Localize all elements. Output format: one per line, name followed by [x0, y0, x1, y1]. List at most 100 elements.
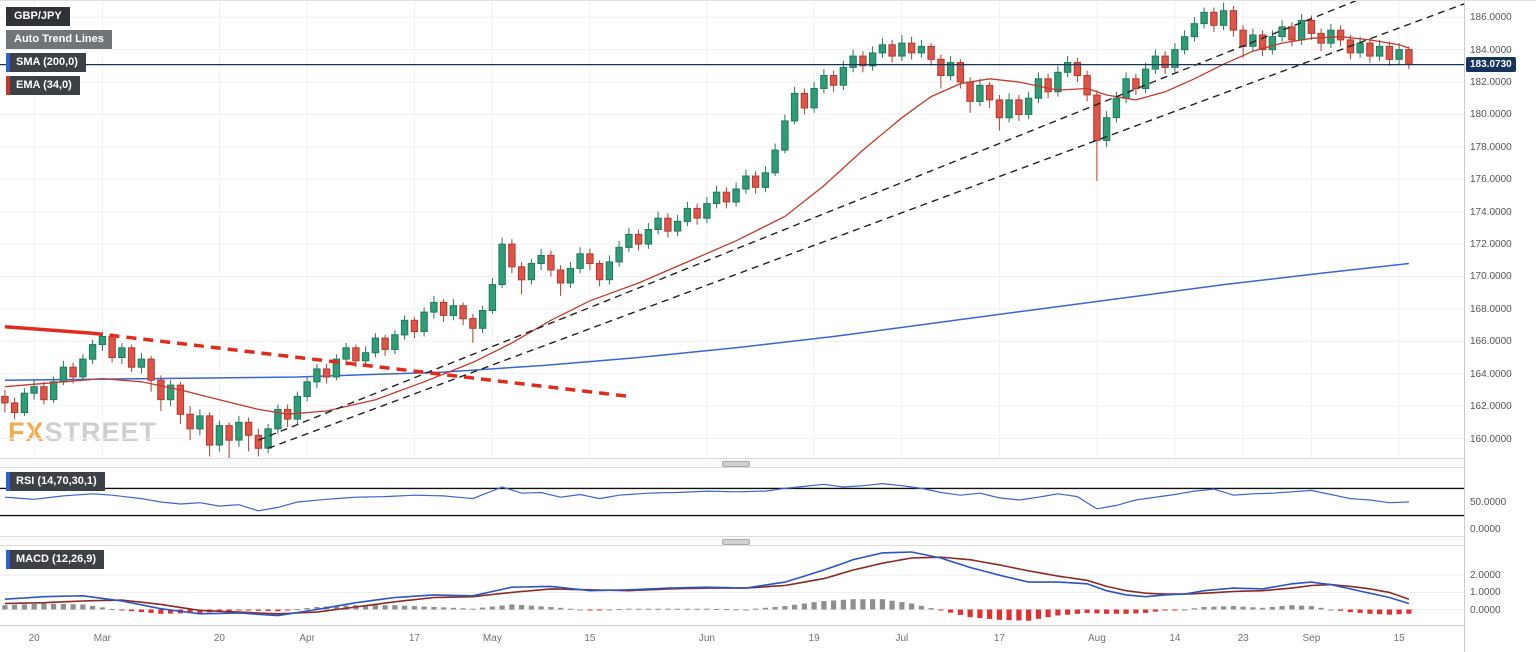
price-tick-label: 160.0000	[1470, 433, 1512, 445]
candle	[1249, 28, 1257, 52]
candle	[1395, 43, 1403, 65]
candle	[420, 307, 428, 337]
price-tick-label: 168.0000	[1470, 303, 1512, 315]
time-tick-label: 15	[584, 633, 596, 644]
candle	[839, 61, 848, 91]
candle	[1180, 30, 1189, 55]
fxstreet-watermark: FXSTREET	[8, 417, 157, 448]
candle	[186, 406, 194, 441]
candle	[1307, 15, 1316, 40]
candle	[586, 248, 594, 270]
candle	[537, 248, 545, 270]
candle	[469, 313, 477, 343]
candle	[946, 56, 955, 81]
candle	[410, 317, 419, 339]
time-tick-label: Aug	[1087, 633, 1106, 644]
rsi-tick-label: 0.0000	[1470, 524, 1501, 535]
candle	[1044, 73, 1052, 99]
candle	[576, 247, 584, 274]
candle	[166, 380, 175, 407]
candle	[459, 302, 467, 326]
candle	[868, 46, 877, 71]
candle	[810, 82, 818, 113]
candle	[478, 305, 487, 334]
candle	[1034, 72, 1043, 104]
last-price-badge: 183.0730	[1466, 56, 1516, 72]
candle	[644, 223, 653, 249]
candle	[313, 364, 321, 389]
candle	[488, 278, 497, 314]
price-chart-canvas[interactable]	[0, 1, 1464, 458]
candle	[391, 330, 399, 355]
grid-lines	[0, 1, 1464, 458]
ema-indicator-badge[interactable]: EMA (34,0)	[6, 76, 80, 95]
time-tick-label: 14	[1169, 633, 1181, 644]
time-tick-label: May	[482, 633, 502, 644]
candle	[1083, 70, 1091, 102]
time-axis[interactable]: 20 Mar 20 Apr 17 May 15 Jun 19 Jul 17 Aug 14 23 Sep 15	[0, 625, 1464, 652]
candle	[118, 342, 126, 364]
macd-indicator-badge[interactable]: MACD (12,26,9)	[6, 550, 105, 569]
rsi-levels	[0, 487, 1464, 517]
candle	[976, 78, 984, 107]
candle	[556, 265, 565, 296]
candle	[995, 95, 1004, 131]
rsi-indicator-badge[interactable]: RSI (14,70,30,1)	[6, 472, 105, 491]
ema-34-line	[4, 36, 1410, 415]
candle	[859, 51, 867, 73]
rsi-tick-label: 50.0000	[1470, 497, 1507, 508]
candle	[322, 364, 331, 384]
sma-indicator-badge[interactable]: SMA (200,0)	[6, 53, 86, 72]
candle	[771, 143, 779, 176]
candle	[1405, 46, 1413, 70]
time-tick-label: 20	[28, 633, 40, 644]
macd-chart-canvas[interactable]	[0, 546, 1464, 625]
candle	[664, 213, 672, 238]
candle	[1015, 95, 1023, 121]
candle	[430, 295, 438, 319]
symbol-badge[interactable]: GBP/JPY	[6, 7, 70, 26]
candle	[254, 428, 263, 457]
candle	[1210, 7, 1218, 32]
price-axis[interactable]: 183.0730 186.0000 184.0000 182.0000 180.000…	[1464, 1, 1536, 652]
candle	[215, 420, 224, 452]
candle	[790, 86, 799, 125]
rsi-chart-canvas[interactable]	[0, 468, 1464, 536]
candle	[449, 299, 458, 321]
auto-trend-lines[interactable]	[4, 1, 1464, 449]
candle	[1239, 25, 1247, 58]
price-tick-label: 162.0000	[1470, 401, 1512, 413]
candle	[1327, 23, 1335, 48]
candle	[147, 355, 155, 392]
macd-tick-label: 1.0000	[1470, 587, 1501, 599]
candle	[1063, 56, 1072, 78]
time-tick-label: Jun	[698, 633, 715, 644]
candle	[10, 398, 19, 420]
price-tick-label: 180.0000	[1470, 109, 1512, 121]
auto-trend-lines-badge[interactable]: Auto Trend Lines	[6, 30, 112, 49]
candle	[235, 415, 243, 447]
candle	[1161, 51, 1169, 74]
candle	[127, 344, 136, 373]
candle	[898, 35, 906, 61]
candle	[1190, 17, 1199, 42]
candle	[498, 237, 506, 288]
candle	[751, 171, 760, 194]
candle	[654, 211, 662, 235]
time-tick-label: Apr	[299, 633, 315, 644]
panel-resize-handle[interactable]	[0, 536, 1464, 546]
resize-grip-icon[interactable]	[722, 461, 750, 467]
time-tick-label: 19	[808, 633, 820, 644]
candle	[1171, 43, 1179, 73]
candle	[30, 380, 38, 400]
candle	[1005, 93, 1013, 123]
candle	[361, 346, 370, 366]
candle	[1102, 111, 1111, 147]
candle	[352, 344, 360, 368]
panel-resize-handle[interactable]	[0, 458, 1464, 468]
candle	[225, 422, 233, 458]
resize-grip-icon[interactable]	[722, 539, 750, 545]
rsi-line	[4, 482, 1409, 512]
candle	[1385, 41, 1394, 66]
